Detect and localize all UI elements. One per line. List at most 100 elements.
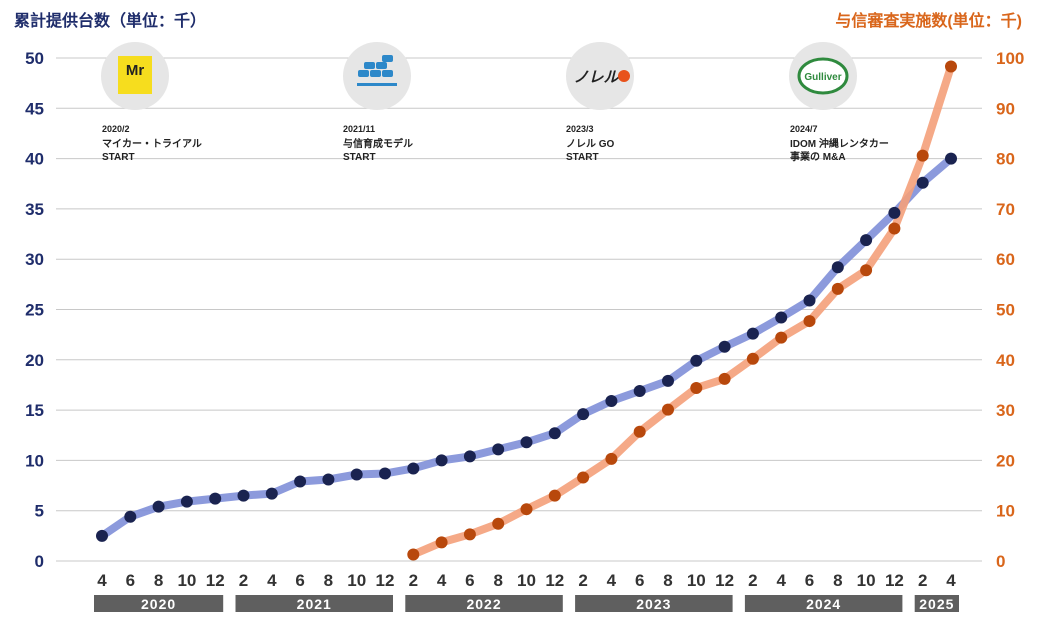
event-date: 2021/11 xyxy=(343,124,375,134)
x-tick-label: 6 xyxy=(126,571,135,590)
year-bands: 2020 2021 2022 2023 2024 2025 xyxy=(94,595,959,612)
data-point-left xyxy=(831,261,844,274)
left-tick-label: 5 xyxy=(35,502,44,521)
data-point-left xyxy=(888,206,901,219)
data-point-left xyxy=(860,234,873,247)
x-tick-label: 4 xyxy=(776,571,786,590)
data-point-left xyxy=(463,450,476,463)
data-point-right xyxy=(803,315,816,328)
gridlines xyxy=(56,57,982,562)
data-point-right xyxy=(746,352,759,365)
event-line2: START xyxy=(566,152,599,163)
data-point-left xyxy=(916,176,929,189)
right-tick-label: 20 xyxy=(996,451,1015,470)
data-point-left xyxy=(718,340,731,353)
left-tick-labels: 0 5 10 15 20 25 30 35 40 45 50 xyxy=(25,49,44,571)
logo-block xyxy=(382,55,393,62)
event-line2: START xyxy=(102,152,135,163)
credit-model-logo-icon xyxy=(357,55,397,86)
logo-base xyxy=(357,83,397,86)
mytrial-logo-text: Mr xyxy=(126,62,144,79)
x-tick-label: 2 xyxy=(239,571,248,590)
data-point-right xyxy=(463,528,476,541)
left-axis-label: 累計提供台数（単位：千） xyxy=(14,11,206,30)
gulliver-logo-icon xyxy=(797,57,849,95)
data-point-left xyxy=(124,510,137,523)
x-tick-labels: 4 6 8 10 12 2 4 6 8 10 12 2 4 6 8 10 12 2 4 6 8 10 12 2 4 6 8 10 12 2… xyxy=(97,571,956,590)
year-label: 2022 xyxy=(466,596,501,612)
data-point-left xyxy=(96,529,108,542)
event-line2: 事業の M&A xyxy=(790,150,846,163)
data-point-left xyxy=(690,354,703,367)
logo-block xyxy=(370,70,381,77)
data-point-left xyxy=(265,487,278,500)
left-tick-label: 20 xyxy=(25,351,44,370)
data-point-left xyxy=(209,492,222,505)
year-label: 2021 xyxy=(297,596,332,612)
year-band xyxy=(405,595,563,612)
year-label: 2020 xyxy=(141,596,176,612)
left-tick-label: 35 xyxy=(25,200,44,219)
right-tick-label: 0 xyxy=(996,552,1005,571)
x-tick-label: 4 xyxy=(267,571,277,590)
right-tick-label: 60 xyxy=(996,250,1015,269)
right-tick-label: 70 xyxy=(996,200,1015,219)
data-point-right xyxy=(831,282,844,295)
data-point-left xyxy=(605,395,618,408)
data-point-left xyxy=(577,408,590,421)
x-tick-label: 8 xyxy=(324,571,333,590)
data-point-left xyxy=(520,436,533,449)
event-annotations: Mr 2020/2 マイカー・トライアル START 2021/11 与信育成モデル STA… xyxy=(101,42,889,163)
data-point-left xyxy=(492,443,505,456)
right-tick-labels: 0 10 20 30 40 50 60 70 80 90 100 xyxy=(996,49,1024,571)
x-tick-label: 6 xyxy=(805,571,814,590)
gulliver-logo-text: Gulliver xyxy=(804,72,841,83)
data-point-right xyxy=(662,403,674,416)
x-tick-label: 10 xyxy=(857,571,876,590)
data-point-left xyxy=(152,500,165,513)
data-point-right xyxy=(520,503,533,516)
year-band xyxy=(94,595,224,612)
x-tick-label: 6 xyxy=(635,571,644,590)
right-tick-label: 50 xyxy=(996,301,1015,320)
left-tick-label: 10 xyxy=(25,451,44,470)
data-point-right xyxy=(548,489,561,502)
data-point-left xyxy=(803,294,816,307)
x-tick-label: 10 xyxy=(687,571,706,590)
left-tick-label: 30 xyxy=(25,250,44,269)
x-tick-label: 8 xyxy=(154,571,163,590)
x-tick-label: 2 xyxy=(578,571,587,590)
event-line2: START xyxy=(343,152,376,163)
data-point-left xyxy=(435,454,448,467)
x-tick-label: 4 xyxy=(607,571,617,590)
right-tick-label: 30 xyxy=(996,401,1015,420)
year-label: 2024 xyxy=(806,596,841,612)
x-tick-label: 12 xyxy=(376,571,395,590)
x-tick-label: 4 xyxy=(437,571,447,590)
data-point-left xyxy=(775,311,788,324)
left-tick-label: 45 xyxy=(25,99,44,118)
data-point-right xyxy=(492,517,505,530)
data-point-right xyxy=(407,548,420,561)
x-tick-label: 12 xyxy=(206,571,225,590)
logo-block xyxy=(358,70,369,77)
event-date: 2024/7 xyxy=(790,124,818,134)
logo-block xyxy=(382,70,393,77)
logo-block xyxy=(376,62,387,69)
x-tick-label: 2 xyxy=(748,571,757,590)
x-tick-label: 8 xyxy=(833,571,842,590)
right-tick-label: 40 xyxy=(996,351,1015,370)
data-point-left xyxy=(350,468,363,481)
year-band xyxy=(235,595,393,612)
left-tick-label: 15 xyxy=(25,401,44,420)
left-tick-label: 50 xyxy=(25,49,44,68)
right-tick-label: 80 xyxy=(996,150,1015,169)
year-band xyxy=(914,595,959,612)
x-tick-label: 6 xyxy=(295,571,304,590)
event-line1: 与信育成モデル xyxy=(343,137,413,150)
data-point-left xyxy=(662,374,674,387)
data-point-right xyxy=(577,471,590,484)
year-label: 2025 xyxy=(919,596,954,612)
x-tick-label: 8 xyxy=(493,571,502,590)
right-tick-label: 100 xyxy=(996,49,1024,68)
